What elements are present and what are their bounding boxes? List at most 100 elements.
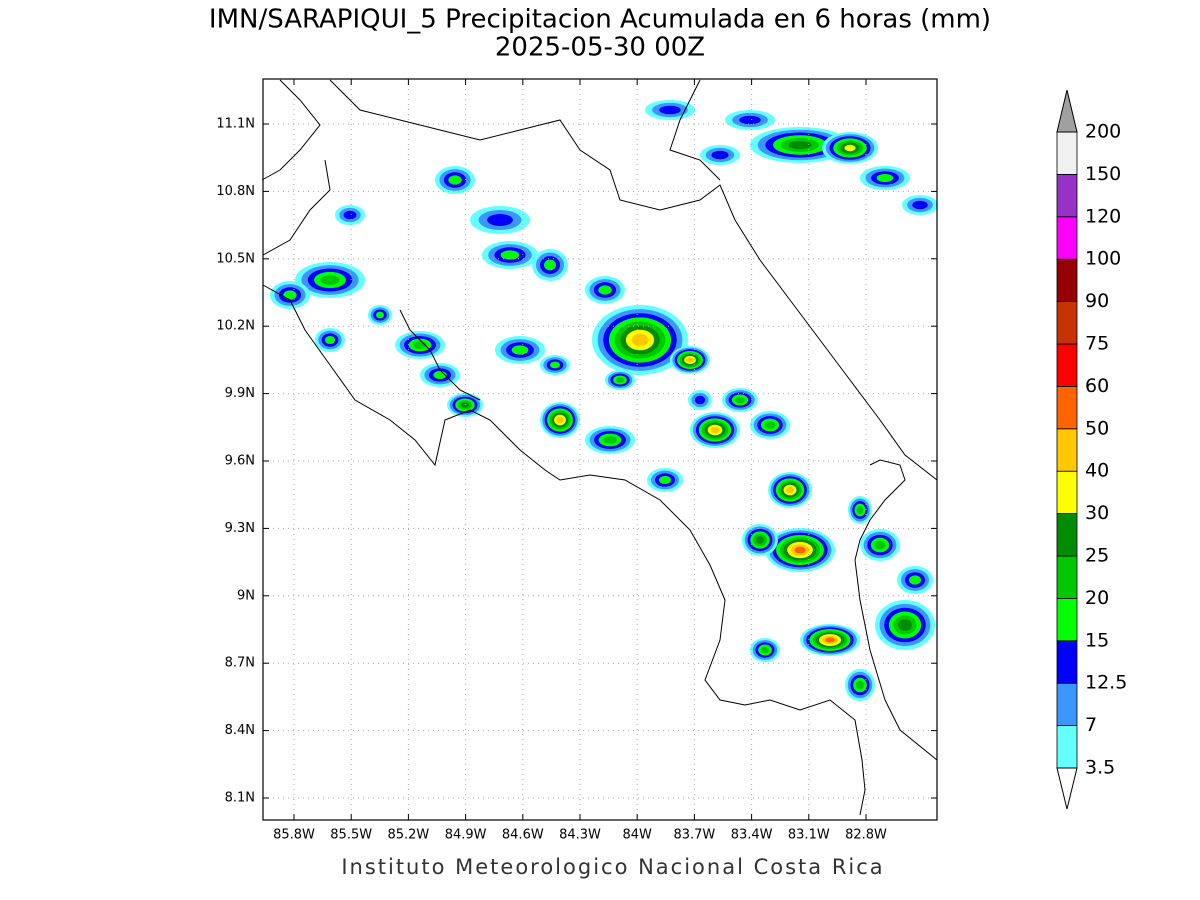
lat-tick-label: 8.1N (225, 791, 255, 806)
colorbar-label: 15 (1085, 629, 1109, 651)
lon-tick-label: 83.1W (788, 828, 830, 843)
title: IMN/SARAPIQUI_5 Precipitacion Acumulada … (209, 5, 991, 35)
colorbar-band (1056, 258, 1078, 303)
precip-contour (760, 646, 770, 654)
precip-contour (544, 259, 556, 271)
colorbar-label: 100 (1085, 248, 1121, 270)
precip-contour (912, 200, 928, 210)
colorbar-band (1056, 598, 1078, 642)
subtitle: 2025-05-30 00Z (495, 33, 705, 63)
colorbar-label: 200 (1085, 121, 1121, 143)
colorbar-band (1056, 131, 1078, 175)
precip-contour (686, 357, 694, 363)
lat-tick-label: 10.5N (216, 251, 255, 266)
colorbar-label: 7 (1085, 714, 1097, 736)
lon-tick-label: 84.6W (502, 828, 544, 843)
precip-contour (825, 637, 835, 643)
precip-contour (325, 336, 335, 344)
precip-contour (855, 680, 865, 690)
colorbar-band (1056, 173, 1078, 218)
colorbar-under (1056, 767, 1078, 810)
precip-contour (550, 361, 560, 369)
colorbar-band (1056, 216, 1078, 260)
colorbar-band (1056, 385, 1078, 430)
lon-tick-label: 84W (622, 828, 652, 843)
colorbar-band (1056, 343, 1078, 387)
precip-contour (283, 290, 297, 300)
lat-tick-label: 10.2N (216, 319, 255, 334)
lat-tick-label: 8.4N (225, 723, 255, 738)
lat-tick-label: 8.7N (225, 656, 255, 671)
precip-contour (794, 546, 806, 554)
colorbar-band (1056, 301, 1078, 345)
precip-contour (500, 250, 520, 260)
precip-contour (898, 619, 912, 631)
precip-contour (694, 395, 706, 405)
map: 11.1N 10.8N 10.5N 10.2N 9.9N 9.6N 9.3N 9N 8.7N 8.… (216, 78, 938, 843)
precip-contour (460, 402, 470, 408)
precip-contour (598, 285, 612, 295)
coastline (262, 284, 866, 816)
lat-tick-label: 9.9N (225, 386, 255, 401)
colorbar-label: 90 (1085, 290, 1109, 312)
lon-tick-label: 85.2W (387, 828, 429, 843)
colorbar-label: 20 (1085, 587, 1109, 609)
precip-contour (603, 436, 617, 444)
precip-contour (876, 174, 894, 182)
precip-contour (376, 311, 384, 319)
colorbar-band (1056, 513, 1078, 557)
precip-contour (487, 214, 513, 226)
colorbar-label: 50 (1085, 417, 1109, 439)
lat-tick-label: 11.1N (216, 117, 255, 132)
colorbar: 3.5 7 12.5 15 20 25 30 40 50 60 75 90 100 120 150 200 (1056, 89, 1127, 810)
colorbar-label: 75 (1085, 333, 1109, 355)
precip-contour (909, 575, 921, 585)
precip-contour (710, 426, 720, 434)
precip-contour (844, 144, 856, 152)
precip-contour (735, 396, 745, 404)
precip-contour (659, 105, 681, 115)
colorbar-band (1056, 555, 1078, 599)
precip-contour (711, 150, 729, 160)
precip-contour (659, 476, 671, 484)
nicoya-gulf (399, 309, 481, 401)
coastline-north (261, 79, 938, 481)
colorbar-label: 12.5 (1085, 672, 1127, 694)
precip-contour (786, 486, 794, 494)
lon-tick-label: 85.8W (273, 828, 315, 843)
lon-tick-label: 84.3W (559, 828, 601, 843)
colorbar-label: 60 (1085, 375, 1109, 397)
footer: Instituto Meteorologico Nacional Costa R… (341, 855, 884, 879)
lat-tick-label: 9.6N (225, 454, 255, 469)
colorbar-band (1056, 725, 1078, 769)
colorbar-label: 25 (1085, 545, 1109, 567)
lon-tick-label: 84.9W (445, 828, 487, 843)
colorbar-label: 150 (1085, 163, 1121, 185)
precip-contour (788, 140, 812, 150)
precip-contour (739, 115, 761, 125)
colorbar-label: 40 (1085, 460, 1109, 482)
border-panama (854, 459, 938, 761)
colorbar-band (1056, 682, 1078, 727)
lon-tick-label: 85.5W (330, 828, 372, 843)
colorbar-band (1056, 640, 1078, 684)
lon-tick-label: 82.8W (845, 828, 887, 843)
colorbar-over (1056, 89, 1078, 133)
grid (263, 79, 937, 820)
lon-tick-label: 83.7W (673, 828, 715, 843)
precip-contour (764, 421, 776, 429)
colorbar-label: 3.5 (1085, 757, 1115, 779)
lat-tick-label: 9.3N (225, 521, 255, 536)
lon-tick-label: 83.4W (731, 828, 773, 843)
colorbar-band (1056, 428, 1078, 472)
colorbar-label: 120 (1085, 205, 1121, 227)
lat-tick-label: 9N (237, 588, 255, 603)
precip-contour (320, 275, 340, 285)
lat-tick-label: 10.8N (216, 184, 255, 199)
precip-contour (556, 416, 564, 424)
precip-contour (755, 536, 765, 544)
precip-contour (856, 506, 864, 514)
precip-contour (343, 210, 357, 220)
precip-field (270, 100, 938, 701)
